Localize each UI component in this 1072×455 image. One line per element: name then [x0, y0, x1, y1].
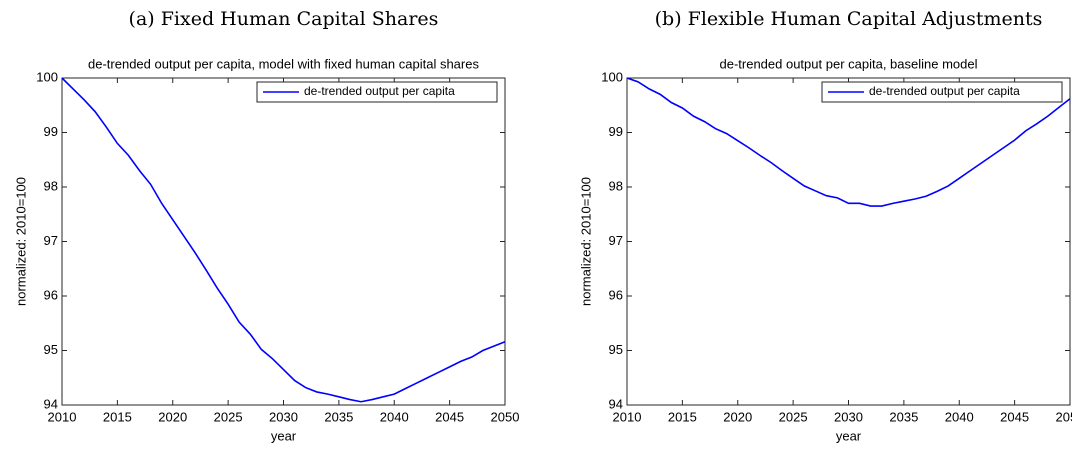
y-tick-label: 94: [44, 396, 58, 411]
y-tick-label: 94: [609, 396, 623, 411]
x-tick-label: 2020: [723, 409, 752, 424]
y-tick-label: 96: [44, 287, 58, 302]
data-line: [61, 77, 506, 403]
y-tick-label: 98: [609, 178, 623, 193]
y-tick-label: 96: [609, 287, 623, 302]
x-tick-label: 2035: [889, 409, 918, 424]
y-axis-label: normalized: 2010=100: [13, 177, 28, 306]
chart-title: de-trended output per capita, model with…: [88, 56, 479, 71]
x-tick-label: 2010: [613, 409, 642, 424]
plot-frame: [61, 77, 506, 406]
x-tick-label: 2045: [435, 409, 464, 424]
chart-title: de-trended output per capita, baseline m…: [719, 56, 977, 71]
x-tick-label: 2035: [324, 409, 353, 424]
x-tick-label: 2045: [1000, 409, 1029, 424]
y-tick-label: 95: [609, 342, 623, 357]
x-tick-label: 2050: [1056, 409, 1072, 424]
x-tick-label: 2040: [380, 409, 409, 424]
legend-box: [256, 81, 498, 103]
plot-frame: [626, 77, 1071, 406]
x-tick-label: 2020: [158, 409, 187, 424]
y-tick-label: 99: [609, 124, 623, 139]
x-tick-label: 2010: [48, 409, 77, 424]
y-tick-label: 97: [609, 233, 623, 248]
y-tick-label: 95: [44, 342, 58, 357]
caption: (a) Fixed Human Capital Shares: [129, 8, 439, 30]
x-tick-label: 2025: [214, 409, 243, 424]
x-tick-label: 2040: [945, 409, 974, 424]
x-axis-label: year: [836, 428, 862, 443]
x-tick-label: 2030: [834, 409, 863, 424]
y-tick-label: 100: [601, 69, 623, 84]
x-tick-label: 2050: [491, 409, 520, 424]
legend-label: de-trended output per capita: [869, 84, 1020, 98]
x-tick-label: 2025: [779, 409, 808, 424]
y-tick-label: 100: [36, 69, 58, 84]
x-tick-label: 2030: [269, 409, 298, 424]
y-tick-label: 99: [44, 124, 58, 139]
x-tick-label: 2015: [668, 409, 697, 424]
y-axis-label: normalized: 2010=100: [578, 177, 593, 306]
y-tick-label: 98: [44, 178, 58, 193]
caption: (b) Flexible Human Capital Adjustments: [655, 8, 1043, 30]
data-line: [626, 77, 1071, 207]
x-tick-label: 2015: [103, 409, 132, 424]
legend-box: [821, 81, 1063, 103]
y-tick-label: 97: [44, 233, 58, 248]
legend-label: de-trended output per capita: [304, 84, 455, 98]
x-axis-label: year: [271, 428, 297, 443]
